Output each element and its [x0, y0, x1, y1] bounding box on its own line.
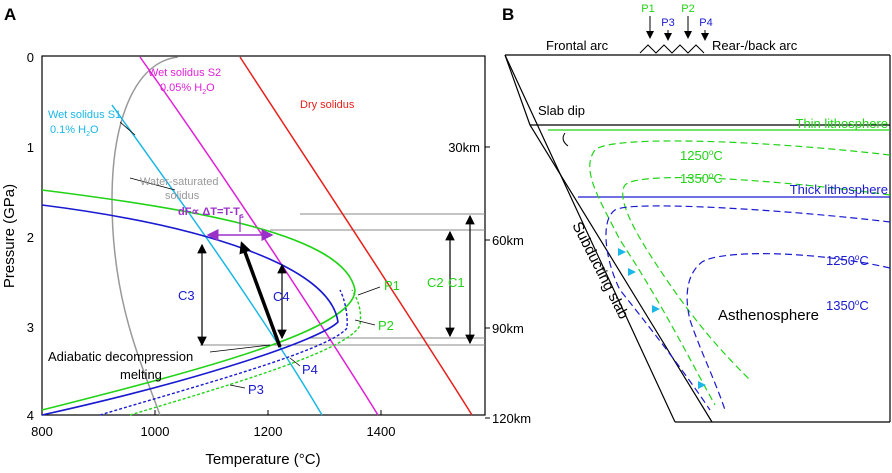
text: dF∝ ΔT=T-T — [178, 206, 240, 218]
p1-label: P1 — [384, 278, 400, 293]
asthenosphere: Asthenosphere — [718, 307, 819, 324]
isotherm-label: 1250oC — [680, 148, 723, 163]
x-ticks — [154, 410, 382, 415]
y-tick-label: 0 — [27, 50, 34, 65]
arc-volcanoes — [639, 44, 705, 54]
df-label: dF∝ ΔT=T-Ts — [178, 206, 244, 220]
leader-lines — [119, 121, 381, 389]
wet-solidus-s1 — [111, 104, 323, 416]
depth-label: 120km — [492, 411, 531, 426]
isotherm-label: 1350oC — [680, 171, 723, 186]
depth-label: 60km — [492, 233, 524, 248]
profile: P2 — [681, 3, 694, 15]
adiabatic-label: Adiabatic decompression — [48, 349, 193, 364]
p2-label: P2 — [378, 318, 394, 333]
profile: P3 — [661, 17, 674, 29]
reference-lines — [200, 213, 485, 346]
x-tick-label: 1000 — [141, 424, 170, 439]
green-isotherms — [589, 140, 891, 406]
green-geotherm — [41, 189, 356, 411]
text: C — [859, 253, 868, 268]
profile-arrows — [646, 16, 709, 41]
subscript: s — [240, 213, 244, 220]
text: 0.1% H — [50, 124, 86, 136]
profile: P4 — [699, 17, 712, 29]
wet-s2-label: Wet solidus S2 — [148, 67, 221, 79]
water-sat-label: solidus — [165, 190, 200, 202]
text: 1250 — [680, 148, 709, 163]
c2-label: C2 — [427, 275, 444, 290]
blue-geotherm — [41, 204, 339, 416]
wet-s1-water: 0.1% H2O — [50, 124, 99, 138]
green-dotted — [129, 289, 362, 416]
superscript: o — [709, 171, 714, 180]
y-tick-label: 2 — [27, 230, 34, 245]
isotherm-label: 1350oC — [826, 298, 869, 313]
depth-ticks — [485, 146, 490, 419]
plot-frame — [41, 55, 486, 416]
water-sat-label: Water-saturated — [140, 176, 218, 188]
frontal-arc: Frontal arc — [546, 38, 609, 53]
superscript: o — [855, 298, 860, 307]
x-tick-label: 1200 — [254, 424, 283, 439]
text: O — [90, 124, 99, 136]
wet-s2-water: 0.05% H2O — [160, 82, 215, 96]
dip-arc — [562, 132, 569, 147]
block-outline — [504, 54, 891, 423]
profile: P1 — [641, 3, 654, 15]
isotherm-label: 1250oC — [826, 253, 869, 268]
depth-label: 30km — [448, 140, 480, 155]
c1-label: C1 — [448, 275, 465, 290]
decompression-arrow — [239, 241, 282, 348]
text: C — [859, 298, 868, 313]
c3-label: C3 — [178, 288, 195, 303]
dry-label: Dry solidus — [300, 99, 355, 111]
panel-b: B P1 P3 P2 P4 Frontal arc Rear-/back arc — [502, 3, 891, 423]
text: 0.05% H — [160, 82, 202, 94]
x-tick-label: 800 — [31, 424, 53, 439]
depth-label: 90km — [492, 321, 524, 336]
c4-label: C4 — [273, 289, 290, 304]
dry-solidus — [239, 56, 473, 416]
x-axis-label: Temperature (°C) — [205, 451, 320, 468]
wet-s1-label: Wet solidus S1 — [48, 109, 121, 121]
blue-isotherms — [605, 205, 891, 411]
y-tick-label: 3 — [27, 320, 34, 335]
slab-markers — [618, 248, 706, 389]
panel-label: A — [4, 5, 16, 24]
text: 1350 — [680, 171, 709, 186]
text: C — [713, 148, 722, 163]
x-tick-label: 1400 — [367, 424, 396, 439]
subscript: 2 — [86, 131, 90, 138]
y-tick-label: 1 — [27, 140, 34, 155]
text: 1350 — [826, 298, 855, 313]
panel-label: B — [502, 5, 514, 24]
rear-arc: Rear-/back arc — [712, 38, 798, 53]
text: 1250 — [826, 253, 855, 268]
superscript: o — [855, 253, 860, 262]
thin-lithosphere: Thin lithosphere — [796, 116, 889, 131]
p3-label: P3 — [248, 382, 264, 397]
slab-dip: Slab dip — [538, 103, 585, 118]
y-tick-label: 4 — [27, 408, 34, 423]
text: O — [206, 82, 215, 94]
subducting-slab: Subducting slab — [568, 219, 632, 322]
thick-lithosphere: Thick lithosphere — [790, 182, 888, 197]
superscript: o — [709, 148, 714, 157]
y-axis-label: Pressure (GPa) — [1, 184, 18, 288]
text: C — [713, 171, 722, 186]
p4-label: P4 — [302, 362, 318, 377]
panel-a: A 800 1000 1200 1400 Temperature (°C) 0 … — [1, 5, 531, 468]
adiabatic-label: melting — [120, 367, 162, 382]
subscript: 2 — [202, 89, 206, 96]
